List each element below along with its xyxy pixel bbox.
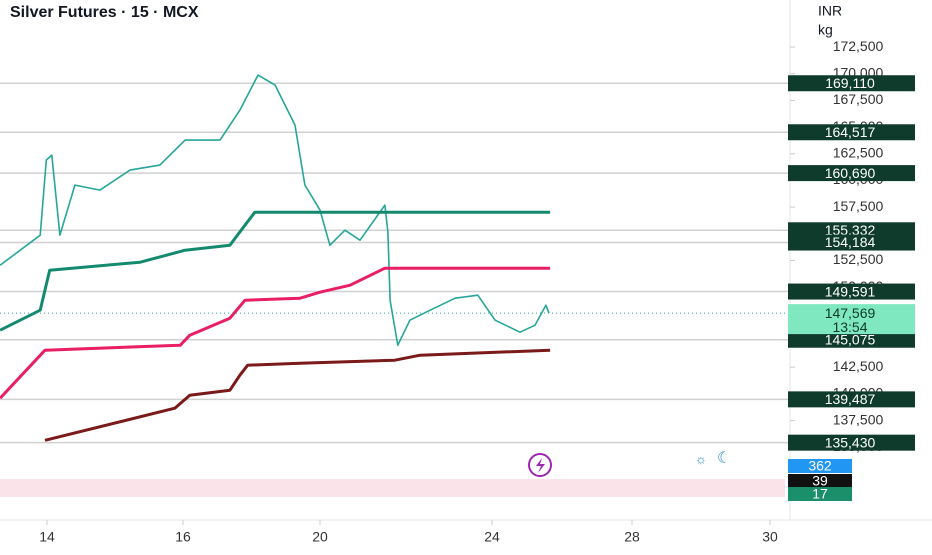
level-label-box <box>788 391 915 408</box>
level-label-box <box>788 283 915 300</box>
y-tick-label: 167,500 <box>833 91 884 107</box>
level-label: 154,184 <box>825 234 876 250</box>
indicator-badge <box>788 474 852 488</box>
level-label: 169,110 <box>825 75 875 91</box>
level-label: 155,332 <box>825 222 876 238</box>
level-label-box <box>788 75 915 92</box>
level-label-box <box>788 434 915 451</box>
indicator-value: 362 <box>808 458 832 474</box>
level-label: 160,690 <box>825 165 876 181</box>
indicator-badge <box>788 487 852 501</box>
indicator-line <box>0 266 551 400</box>
x-tick-label: 16 <box>175 529 191 545</box>
last-price-label: 147,569 <box>825 305 876 321</box>
y-tick-label: 137,500 <box>833 411 884 427</box>
level-label: 145,075 <box>825 331 876 347</box>
indicator-value: 39 <box>812 473 828 489</box>
indicator-line <box>0 210 551 332</box>
indicator-line <box>44 348 551 442</box>
currency: INR <box>818 3 842 19</box>
y-tick-label: 152,500 <box>833 251 884 267</box>
sun-icon[interactable]: ☼ <box>695 451 707 466</box>
level-label: 135,430 <box>825 434 876 450</box>
unit: kg <box>818 22 833 38</box>
level-label: 164,517 <box>825 124 876 140</box>
level-label-box <box>788 331 915 348</box>
oscillator-band <box>0 479 785 497</box>
level-label: 149,591 <box>825 283 876 299</box>
moon-icon[interactable]: ☾ <box>717 450 731 467</box>
countdown: 13:54 <box>832 319 867 335</box>
x-tick-label: 30 <box>762 529 778 545</box>
indicator-badge <box>788 459 852 473</box>
level-label-box <box>788 222 915 239</box>
last-price-box <box>788 304 915 335</box>
y-tick-label: 142,500 <box>833 358 884 374</box>
indicator-value: 17 <box>812 486 828 502</box>
level-label: 139,487 <box>825 391 876 407</box>
level-label-box <box>788 165 915 182</box>
x-tick-label: 28 <box>624 529 640 545</box>
level-label-box <box>788 124 915 141</box>
y-tick-label: 162,500 <box>833 144 884 160</box>
bolt <box>536 458 545 473</box>
price-line <box>0 74 550 346</box>
y-tick-label: 157,500 <box>833 198 884 214</box>
x-tick-label: 24 <box>484 529 500 545</box>
x-tick-label: 14 <box>39 529 55 545</box>
y-tick-label: 172,500 <box>833 38 884 54</box>
chart-title: Silver Futures · 15 · MCX <box>10 4 199 21</box>
level-label-box <box>788 234 915 251</box>
x-tick-label: 20 <box>312 529 328 545</box>
alert-icon[interactable] <box>528 453 552 477</box>
